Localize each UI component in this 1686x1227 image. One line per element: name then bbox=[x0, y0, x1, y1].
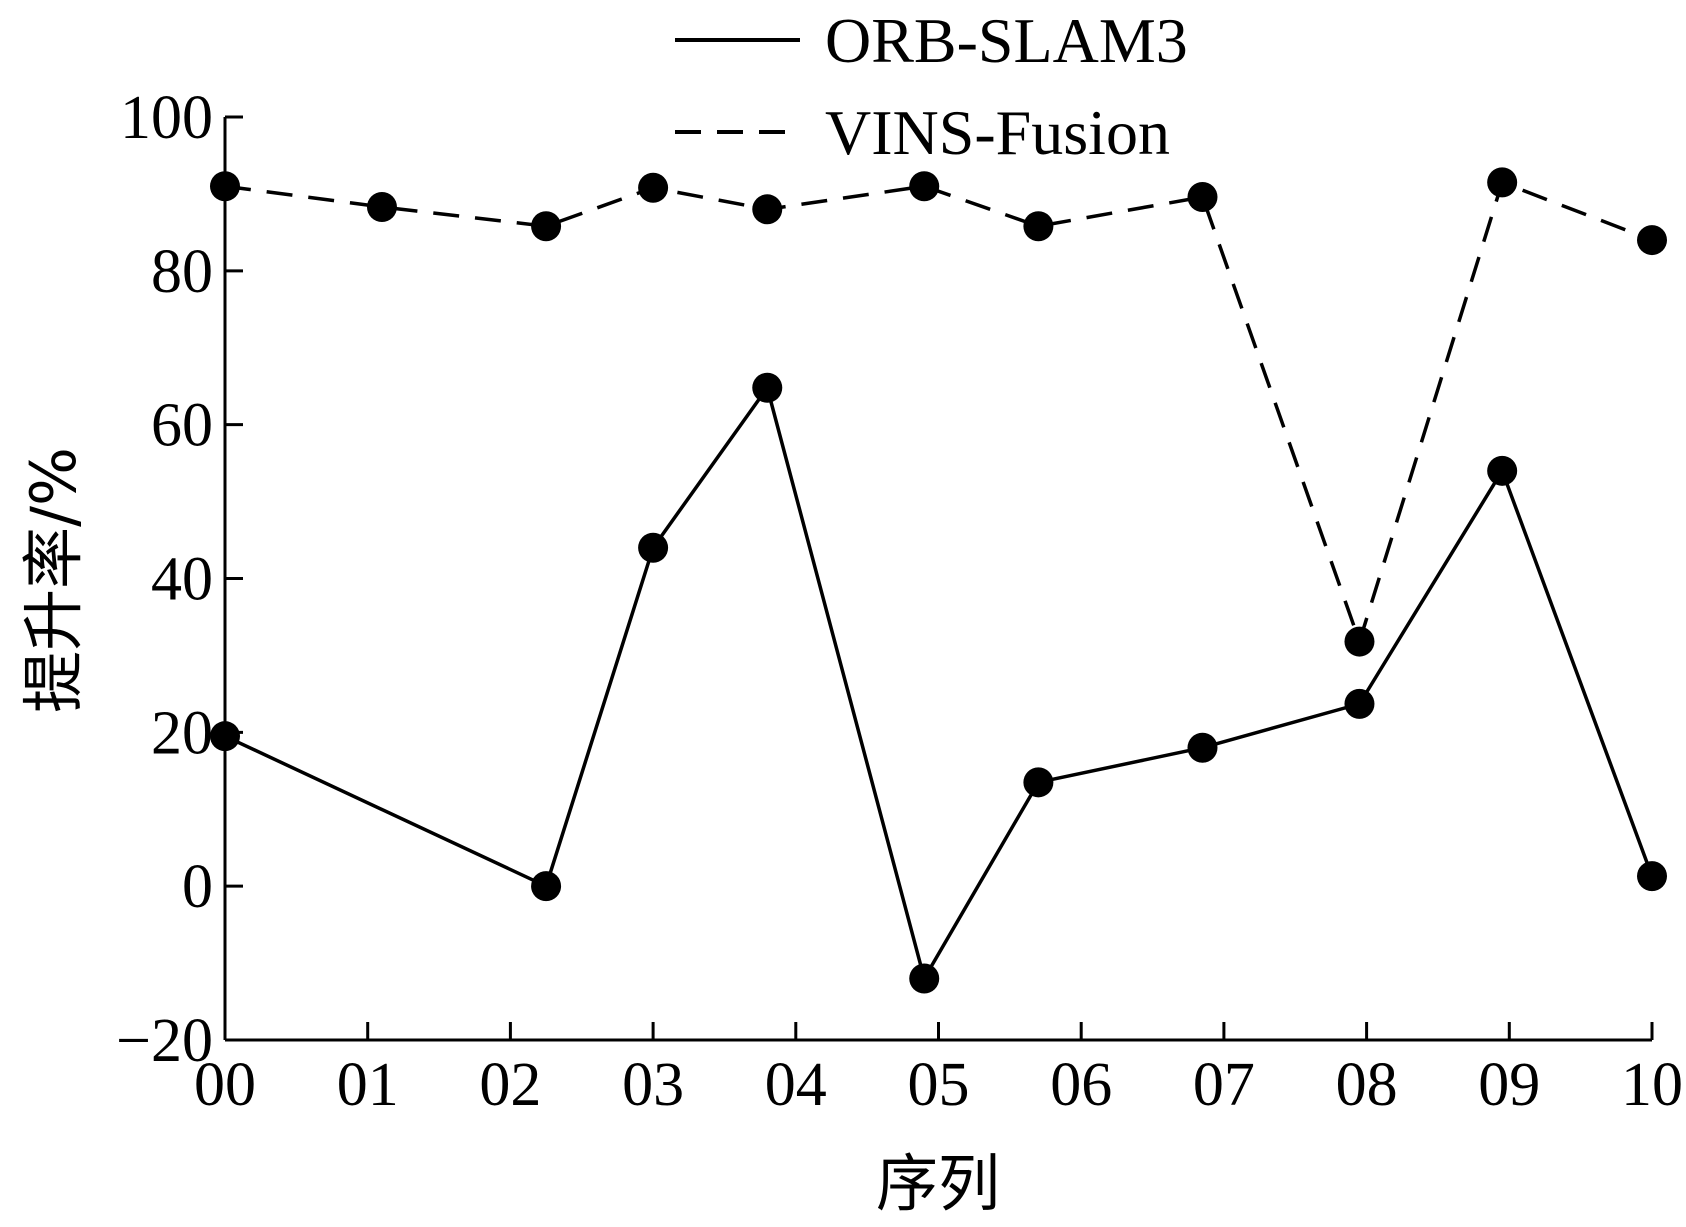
legend-label-orb-slam3: ORB-SLAM3 bbox=[825, 5, 1188, 76]
x-tick-label: 03 bbox=[622, 1051, 684, 1119]
data-point-orb-slam3 bbox=[1023, 767, 1054, 798]
y-tick-label: 20 bbox=[151, 699, 213, 767]
series-layer bbox=[210, 167, 1667, 994]
data-point-vins-fusion bbox=[210, 171, 240, 202]
data-point-vins-fusion bbox=[1344, 626, 1375, 657]
data-point-vins-fusion bbox=[366, 191, 397, 222]
data-point-orb-slam3 bbox=[909, 963, 940, 994]
x-axis-title: 序列 bbox=[876, 1147, 1000, 1220]
series-line-orb-slam3 bbox=[224, 385, 1654, 981]
x-tick-label: 02 bbox=[479, 1051, 541, 1119]
data-point-vins-fusion bbox=[638, 172, 669, 203]
y-tick-label: 0 bbox=[182, 853, 213, 921]
x-tick-label: 06 bbox=[1050, 1051, 1112, 1119]
legend: ORB-SLAM3 VINS-Fusion bbox=[675, 5, 1188, 168]
x-tick-label: 09 bbox=[1478, 1051, 1540, 1119]
data-point-orb-slam3 bbox=[1187, 732, 1218, 763]
y-ticks: −20 0 20 40 60 80 100 bbox=[116, 84, 243, 1075]
data-point-vins-fusion bbox=[1187, 181, 1218, 212]
y-tick-label: 60 bbox=[151, 392, 213, 460]
data-point-vins-fusion bbox=[909, 171, 940, 202]
data-point-orb-slam3 bbox=[1487, 455, 1518, 486]
x-tick-label: 08 bbox=[1336, 1051, 1398, 1119]
data-point-vins-fusion bbox=[752, 194, 783, 225]
data-point-vins-fusion bbox=[531, 211, 562, 242]
series-orb-slam3 bbox=[210, 372, 1667, 994]
x-tick-label: 00 bbox=[194, 1051, 256, 1119]
series-line-vins-fusion bbox=[224, 180, 1653, 644]
x-tick-label: 05 bbox=[908, 1051, 970, 1119]
data-point-vins-fusion bbox=[1637, 225, 1667, 256]
data-point-vins-fusion bbox=[1023, 211, 1054, 242]
x-tick-label: 07 bbox=[1193, 1051, 1255, 1119]
x-tick-label: 04 bbox=[765, 1051, 827, 1119]
series-vins-fusion bbox=[210, 167, 1667, 657]
data-point-orb-slam3 bbox=[638, 532, 669, 563]
x-ticks: 00 01 02 03 04 05 06 07 08 09 10 bbox=[194, 1022, 1683, 1119]
legend-label-vins-fusion: VINS-Fusion bbox=[825, 97, 1170, 168]
data-point-orb-slam3 bbox=[1637, 861, 1667, 892]
data-point-orb-slam3 bbox=[531, 871, 562, 902]
data-point-vins-fusion bbox=[1487, 167, 1518, 198]
data-point-orb-slam3 bbox=[752, 372, 783, 403]
y-tick-label: 40 bbox=[151, 546, 213, 614]
y-tick-label: −20 bbox=[116, 1007, 213, 1075]
y-tick-label: 80 bbox=[151, 238, 213, 306]
y-axis-title: 提升率/% bbox=[17, 447, 90, 713]
x-tick-label: 10 bbox=[1621, 1051, 1683, 1119]
x-tick-label: 01 bbox=[337, 1051, 399, 1119]
data-point-orb-slam3 bbox=[210, 721, 240, 752]
y-tick-label: 100 bbox=[120, 84, 213, 152]
data-point-orb-slam3 bbox=[1344, 688, 1375, 719]
